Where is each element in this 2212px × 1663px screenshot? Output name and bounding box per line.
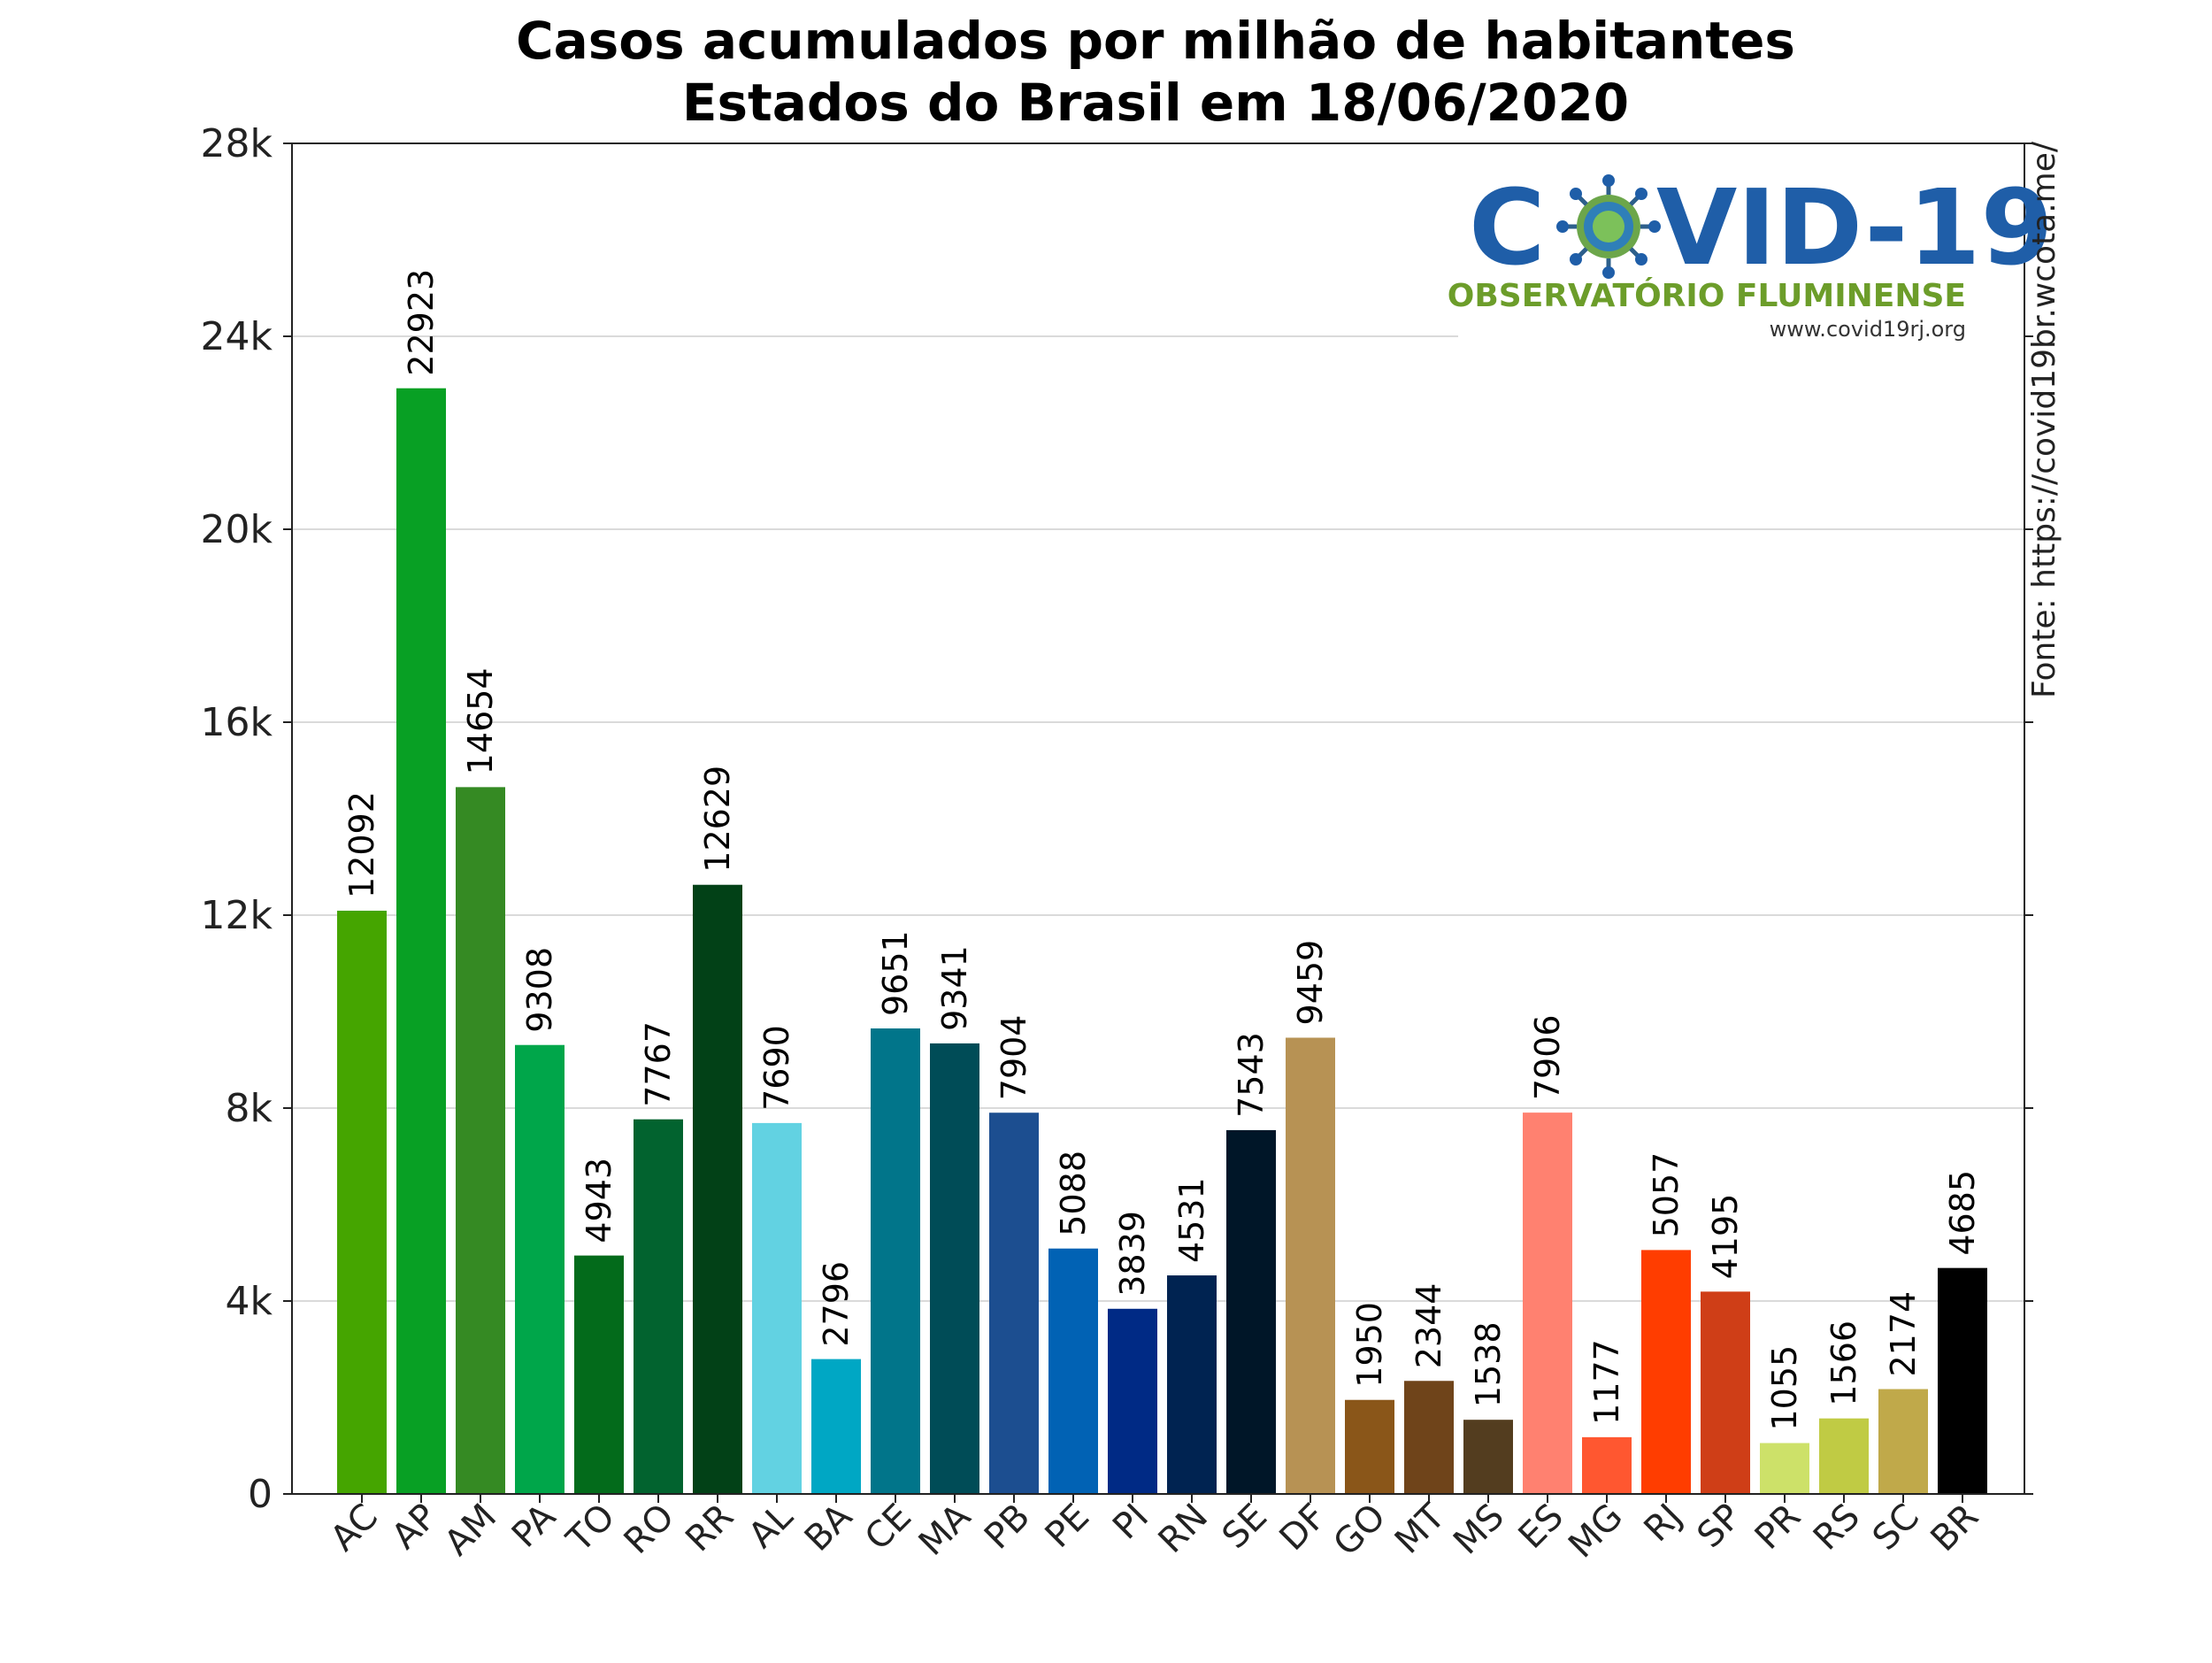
bar-ac: [337, 910, 387, 1494]
logo-url: www.covid19rj.org: [1770, 317, 1966, 342]
data-label: 2174: [1884, 1291, 1923, 1377]
data-label: 3839: [1113, 1211, 1152, 1297]
bar-pe: [1048, 1248, 1098, 1494]
data-label: 4195: [1706, 1194, 1745, 1280]
data-label: 7906: [1528, 1014, 1567, 1100]
y-tick-label: 20k: [201, 507, 273, 552]
data-label: 5088: [1054, 1151, 1093, 1236]
y-tick-label: 8k: [226, 1086, 273, 1131]
chart-title: Casos acumulados por milhão de habitante…: [516, 11, 1795, 71]
plot-frame: [291, 142, 2025, 1495]
bar-al: [752, 1122, 802, 1494]
data-label: 2796: [817, 1261, 856, 1347]
source-note: Fonte: https://covid19br.wcota.me/: [2026, 141, 2062, 698]
bar-se: [1226, 1129, 1276, 1494]
bar-br: [1938, 1267, 1987, 1494]
bar-es: [1523, 1113, 1572, 1494]
bar-sp: [1701, 1291, 1750, 1494]
plot-background-mask: [1458, 173, 2024, 350]
logo-subtitle: OBSERVATÓRIO FLUMINENSE: [1448, 277, 1966, 314]
data-label: 12629: [698, 766, 737, 873]
data-label: 9341: [935, 945, 974, 1031]
bar-df: [1286, 1037, 1335, 1494]
bar-to: [574, 1255, 624, 1494]
bar-ap: [396, 388, 446, 1494]
bar-mt: [1404, 1381, 1454, 1494]
data-label: 1950: [1350, 1302, 1389, 1388]
bar-am: [456, 787, 505, 1494]
chart-subtitle: Estados do Brasil em 18/06/2020: [682, 73, 1629, 133]
logo-title-left: C: [1469, 166, 1546, 289]
data-label: 9651: [876, 930, 915, 1016]
data-label: 22923: [402, 269, 441, 376]
data-label: 1538: [1469, 1321, 1508, 1407]
data-label: 2344: [1409, 1283, 1448, 1369]
y-tick-label: 24k: [201, 314, 273, 359]
bar-go: [1345, 1399, 1394, 1494]
data-label: 1566: [1824, 1320, 1863, 1406]
covid19-logo: C VID-19 OBSERVATÓRIO F: [1448, 166, 2054, 342]
bar-mg: [1582, 1436, 1632, 1494]
data-label: 1055: [1765, 1345, 1804, 1431]
data-label: 7904: [995, 1015, 1033, 1101]
data-label: 7690: [757, 1025, 796, 1111]
bar-pb: [989, 1113, 1039, 1494]
data-label: 1177: [1587, 1339, 1626, 1425]
data-label: 4531: [1172, 1177, 1211, 1263]
bar-ro: [634, 1119, 683, 1494]
bar-sc: [1878, 1389, 1928, 1494]
bar-pa: [515, 1044, 565, 1494]
y-tick-label: 4k: [226, 1279, 273, 1324]
bar-rj: [1641, 1250, 1691, 1494]
bar-pr: [1760, 1443, 1809, 1494]
bar-pi: [1108, 1308, 1157, 1494]
data-label: 4943: [580, 1158, 618, 1243]
y-tick-label: 12k: [201, 893, 273, 938]
data-label: 7543: [1232, 1032, 1271, 1118]
bar-rs: [1819, 1418, 1869, 1494]
data-label: 9308: [520, 947, 559, 1033]
data-label: 5057: [1647, 1152, 1686, 1238]
data-label: 12092: [342, 791, 381, 898]
bar-ba: [811, 1359, 861, 1494]
y-tick-label: 16k: [201, 700, 273, 745]
data-label: 4685: [1943, 1170, 1982, 1256]
bar-ce: [871, 1028, 920, 1494]
bar-ms: [1463, 1420, 1513, 1494]
bar-rr: [693, 884, 742, 1494]
bar-ma: [930, 1043, 979, 1494]
data-label: 14654: [461, 667, 500, 774]
y-tick-label: 0: [248, 1472, 273, 1517]
coronavirus-icon: [1556, 174, 1661, 279]
logo-title-right: VID-19: [1656, 166, 2054, 289]
data-label: 9459: [1291, 940, 1330, 1026]
bar-rn: [1167, 1275, 1217, 1494]
data-label: 7767: [639, 1021, 678, 1107]
y-tick-label: 28k: [201, 121, 273, 166]
